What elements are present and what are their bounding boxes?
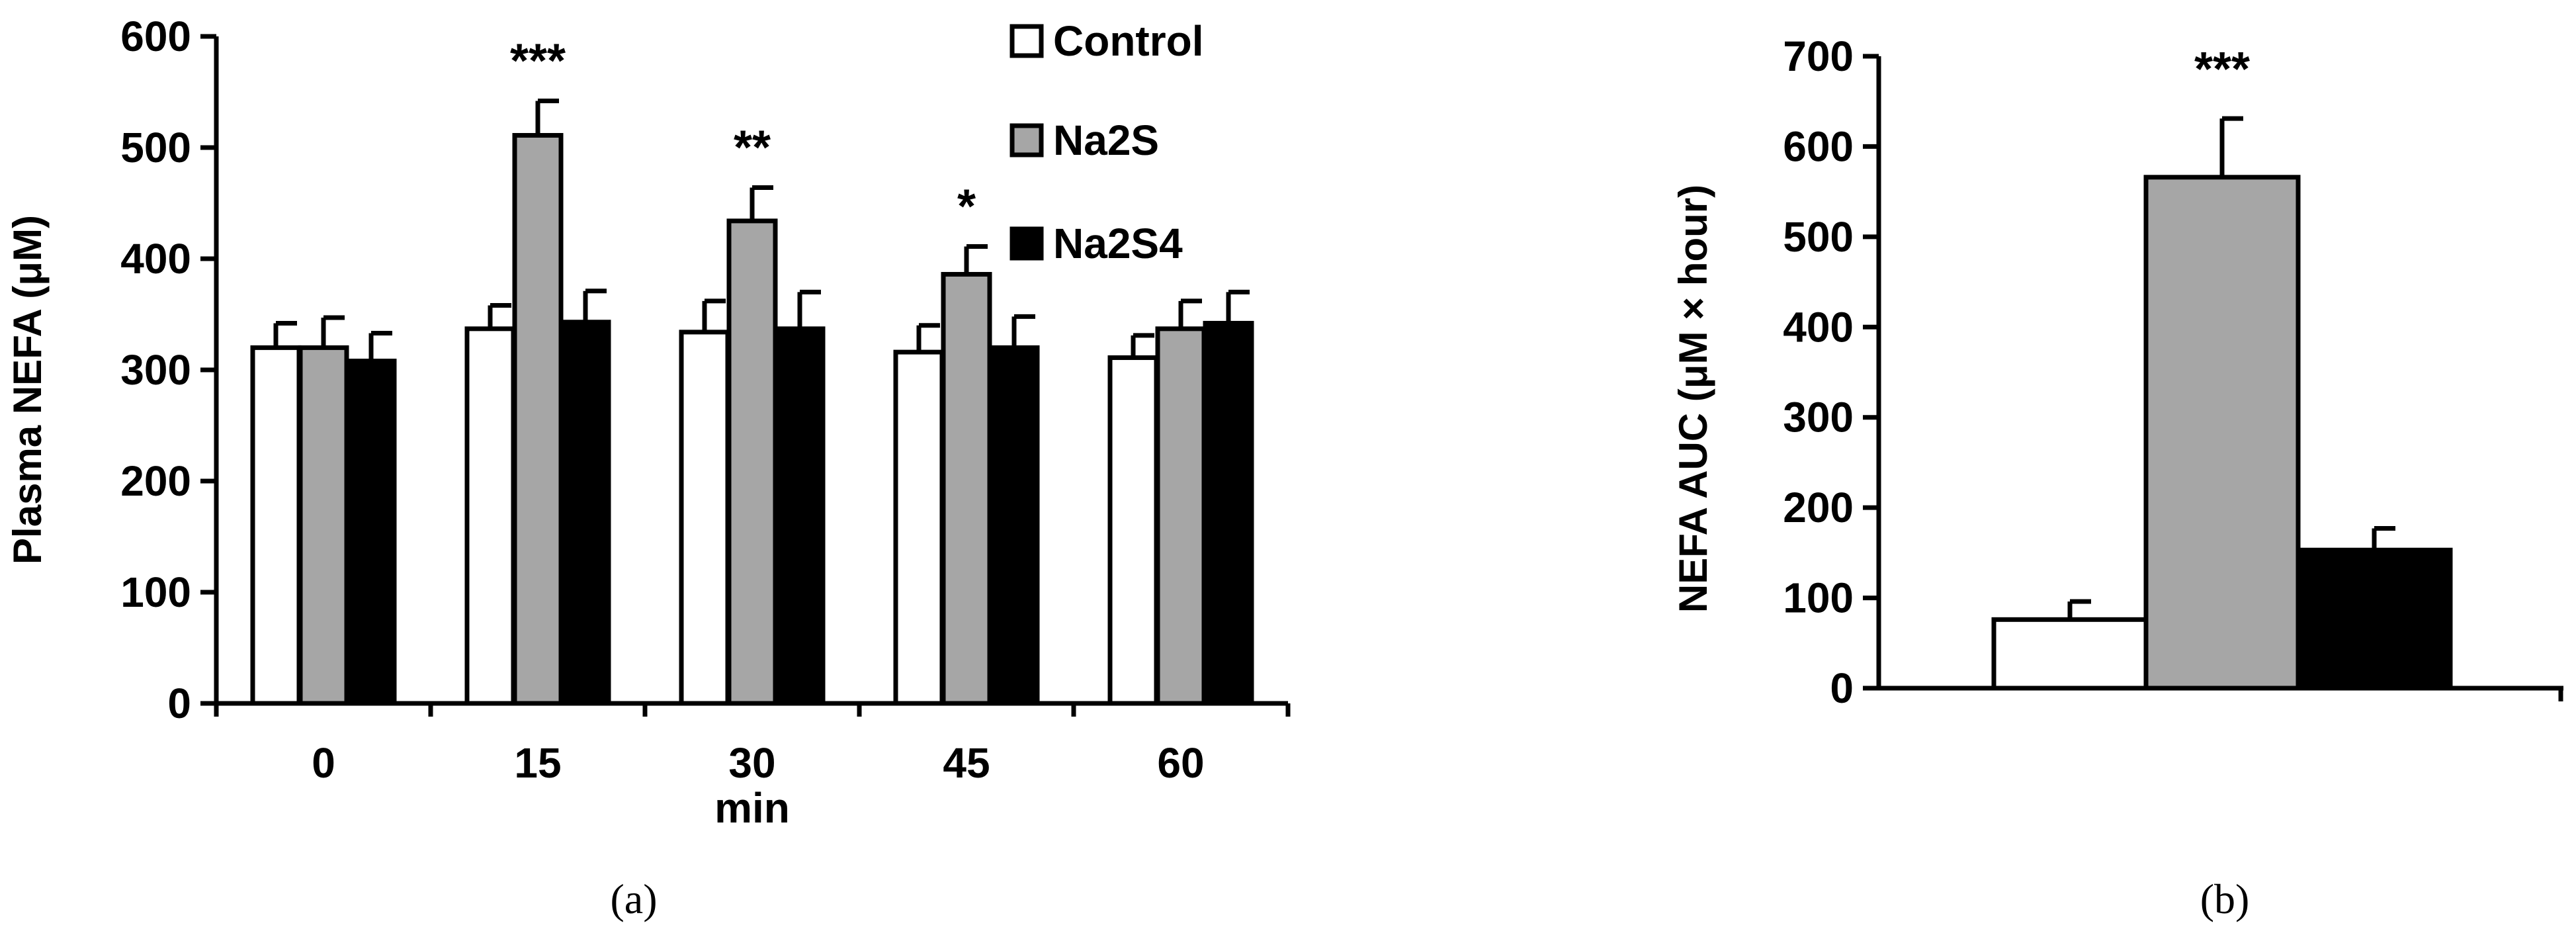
y-tick-label: 500	[1783, 213, 1854, 261]
x-axis-label: min	[714, 784, 790, 832]
bar-na2s	[726, 218, 778, 706]
y-tick-label: 600	[120, 13, 191, 60]
panel-caption: (a)	[610, 875, 657, 922]
significance-stars: ***	[510, 34, 566, 87]
y-tick-label: 500	[120, 124, 191, 171]
x-tick-label: 60	[1157, 739, 1204, 787]
x-tick-label: 15	[514, 739, 561, 787]
bar-na2s4	[1203, 320, 1254, 706]
legend-swatch-control	[1009, 24, 1044, 58]
legend-swatch-na2s	[1009, 123, 1044, 157]
significance-stars: **	[734, 121, 771, 174]
legend-label: Na2S4	[1053, 220, 1183, 267]
y-axis-label: Plasma NEFA (μM)	[5, 215, 50, 564]
bar-control	[250, 345, 302, 706]
panel-b-chart: 0 100 200 300 400 500 600 700 NEFA AUC (μM × hou…	[1671, 32, 2563, 922]
y-tick-label: 0	[1830, 664, 1854, 712]
significance-stars: *	[957, 181, 976, 234]
bar-na2s4	[988, 345, 1040, 706]
y-tick-label: 700	[1783, 32, 1854, 80]
bar-control	[893, 349, 945, 706]
y-tick-label: 400	[1783, 303, 1854, 351]
y-tick-label: 300	[1783, 394, 1854, 441]
y-tick-label: 400	[120, 235, 191, 283]
y-tick-label: 200	[1783, 484, 1854, 531]
legend-swatch-na2s4	[1009, 226, 1044, 261]
y-tick-label: 200	[120, 457, 191, 505]
bar-control	[1991, 617, 2149, 691]
bar-na2s	[941, 272, 992, 706]
panel-a-chart: 0 100 200 300 400 500 600 Plasma NEFA (μM) 0 15 30…	[5, 13, 1291, 922]
bar-control	[679, 330, 730, 706]
y-axis-label: NEFA AUC (μM × hour)	[1671, 185, 1715, 613]
panel-caption: (b)	[2200, 875, 2250, 922]
bar-control	[464, 326, 516, 706]
bar-na2s4	[774, 326, 826, 706]
x-tick-label: 0	[312, 739, 335, 787]
y-tick-label: 100	[1783, 574, 1854, 622]
y-tick-label: 100	[120, 568, 191, 616]
x-tick-label: 30	[728, 739, 775, 787]
y-tick-label: 0	[167, 680, 191, 727]
bar-na2s	[512, 133, 564, 706]
bar-control	[1107, 355, 1159, 706]
bar-na2s	[2143, 175, 2301, 691]
bar-na2s	[298, 345, 349, 706]
legend-label: Na2S	[1053, 116, 1159, 164]
legend-label: Control	[1053, 17, 1204, 65]
x-tick-label: 45	[943, 739, 990, 787]
bar-na2s4	[2296, 547, 2453, 691]
y-tick-label: 600	[1783, 122, 1854, 170]
y-tick-label: 300	[120, 346, 191, 394]
bar-na2s	[1155, 326, 1207, 706]
significance-stars: ***	[2194, 43, 2250, 96]
bar-na2s4	[345, 359, 397, 706]
bar-na2s4	[560, 320, 611, 706]
